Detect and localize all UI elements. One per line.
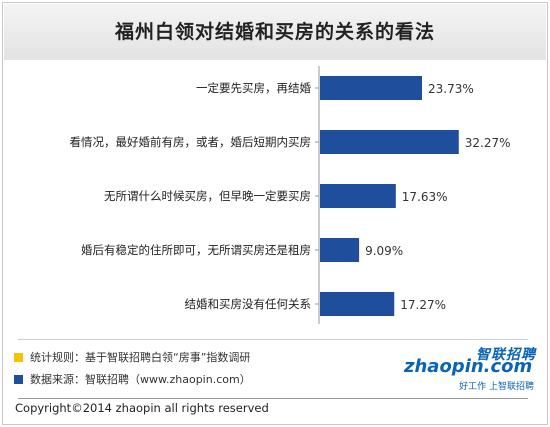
title-bar: 福州白领对结婚和买房的关系的看法 — [4, 4, 546, 60]
bar — [320, 238, 360, 262]
blue-square-icon — [14, 374, 23, 384]
divider — [18, 339, 528, 340]
logo-mark: 智联招聘 — [476, 347, 536, 363]
note-statistics-rule-text: 统计规则：基于智联招聘白领“房事”指数调研 — [30, 351, 251, 364]
zhaopin-logo: 智联招聘 zhaopin.com 好工作 上智联招聘 — [404, 342, 540, 392]
value-label: 23.73% — [428, 82, 474, 96]
value-label: 17.63% — [402, 190, 448, 204]
bar — [320, 184, 396, 208]
value-label: 17.27% — [400, 298, 446, 312]
value-label: 32.27% — [465, 136, 511, 150]
category-label: 看情况，最好婚前有房，或者，婚后短期内买房 — [70, 135, 312, 149]
bar — [320, 130, 459, 154]
yellow-square-icon — [14, 352, 23, 362]
bar-chart: 一定要先买房，再结婚 23.73% 看情况，最好婚前有房，或者，婚后短期内买房 32.… — [70, 66, 511, 324]
note-statistics-rule: 统计规则：基于智联招聘白领“房事”指数调研 — [14, 349, 250, 365]
value-label: 9.09% — [365, 244, 403, 258]
category-label: 结婚和买房没有任何关系 — [185, 297, 312, 311]
category-label: 无所谓什么时候买房，但早晚一定要买房 — [104, 189, 311, 203]
chart-title: 福州白领对结婚和买房的关系的看法 — [114, 21, 435, 43]
copyright-text: Copyright©2014 zhaopin all rights reserv… — [15, 401, 269, 415]
bar — [320, 76, 423, 100]
note-data-source: 数据来源：智联招聘（www.zhaopin.com） — [14, 371, 251, 387]
note-data-source-text: 数据来源：智联招聘（www.zhaopin.com） — [30, 373, 251, 386]
bar — [320, 292, 395, 316]
logo-slogan: 好工作 上智联招聘 — [459, 382, 534, 392]
footer-divider — [18, 398, 528, 399]
category-label: 婚后有稳定的住所即可，无所谓买房还是租房 — [81, 243, 311, 257]
logo-domain: zhaopin.com — [404, 356, 533, 377]
category-label: 一定要先买房，再结婚 — [196, 81, 311, 95]
